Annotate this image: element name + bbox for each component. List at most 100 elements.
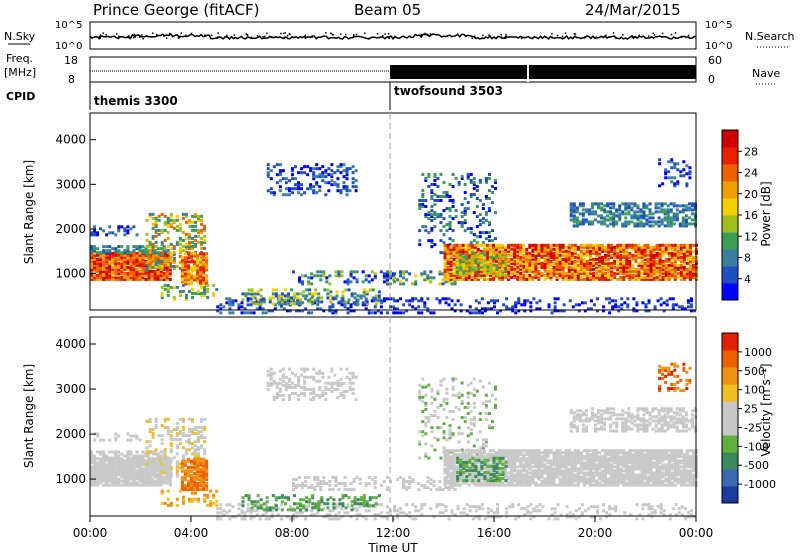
heatmap-cell	[604, 247, 608, 251]
heatmap-cell	[549, 263, 553, 267]
heatmap-cell	[693, 202, 697, 206]
heatmap-cell	[534, 273, 538, 277]
heatmap-cell	[324, 171, 328, 175]
heatmap-cell	[96, 265, 100, 269]
heatmap-cell	[549, 251, 553, 255]
heatmap-cell	[534, 259, 538, 263]
heatmap-cell	[610, 265, 614, 269]
heatmap-cell	[175, 474, 179, 478]
heatmap-cell	[275, 163, 279, 167]
heatmap-cell	[459, 271, 463, 275]
heatmap-cell	[156, 273, 160, 277]
heatmap-cell	[586, 307, 590, 311]
heatmap-cell	[180, 276, 184, 280]
heatmap-cell	[196, 258, 200, 262]
heatmap-cell	[197, 228, 201, 232]
heatmap-cell	[114, 257, 118, 261]
heatmap-cell	[317, 296, 321, 300]
heatmap-cell	[471, 261, 475, 265]
heatmap-cell	[484, 231, 488, 235]
heatmap-cell	[485, 277, 489, 281]
heatmap-cell	[423, 278, 427, 282]
heatmap-cell	[96, 481, 100, 485]
heatmap-cell	[581, 208, 585, 212]
heatmap-cell	[102, 275, 106, 279]
heatmap-cell	[186, 268, 190, 272]
heatmap-cell	[615, 210, 619, 214]
heatmap-cell	[141, 477, 145, 481]
heatmap-cell	[187, 220, 191, 224]
heatmap-cell	[430, 197, 434, 201]
heatmap-cell	[169, 214, 173, 218]
heatmap-cell	[181, 419, 185, 423]
heatmap-cell	[321, 375, 325, 379]
heatmap-cell	[244, 292, 248, 296]
heatmap-cell	[202, 266, 206, 270]
heatmap-cell	[646, 247, 650, 251]
heatmap-cell	[610, 253, 614, 257]
heatmap-cell	[186, 252, 190, 256]
heatmap-cell	[151, 468, 155, 472]
heatmap-cell	[459, 267, 463, 271]
heatmap-cell	[652, 247, 656, 251]
heatmap-cell	[567, 243, 571, 247]
heatmap-cell	[240, 517, 244, 521]
heatmap-cell	[678, 204, 682, 208]
heatmap-cell	[303, 171, 307, 175]
heatmap-cell	[673, 275, 677, 279]
heatmap-cell	[362, 498, 366, 502]
heatmap-cell	[396, 307, 400, 311]
heatmap-cell	[579, 243, 583, 247]
heatmap-cell	[385, 280, 389, 284]
heatmap-cell	[487, 207, 491, 211]
heatmap-cell	[343, 303, 347, 307]
heatmap-cell	[333, 181, 337, 185]
heatmap-cell	[346, 282, 350, 286]
heatmap-cell	[443, 261, 447, 265]
heatmap-cell	[402, 479, 406, 483]
heatmap-cell	[528, 243, 532, 247]
heatmap-cell	[549, 261, 553, 265]
heatmap-cell	[666, 210, 670, 214]
heatmap-cell	[575, 206, 579, 210]
heatmap-cell	[299, 292, 303, 296]
heatmap-cell	[486, 307, 490, 311]
heatmap-cell	[540, 243, 544, 247]
heatmap-cell	[399, 274, 403, 278]
heatmap-cell	[367, 311, 371, 315]
heatmap-cell	[342, 175, 346, 179]
heatmap-cell	[150, 275, 154, 279]
heatmap-cell	[286, 296, 290, 300]
heatmap-cell	[141, 251, 145, 255]
heatmap-cell	[354, 179, 358, 183]
heatmap-cell	[634, 277, 638, 281]
heatmap-cell	[114, 251, 118, 255]
heatmap-cell	[145, 419, 149, 423]
heatmap-cell	[478, 180, 482, 184]
heatmap-cell	[689, 303, 693, 307]
heatmap-cell	[268, 506, 272, 510]
heatmap-cell	[679, 243, 683, 247]
heatmap-cell	[634, 269, 638, 273]
heatmap-cell	[168, 269, 172, 273]
heatmap-cell	[673, 164, 677, 168]
heatmap-cell	[93, 255, 97, 259]
heatmap-cell	[359, 502, 363, 506]
heatmap-cell	[469, 180, 473, 184]
heatmap-cell	[373, 274, 377, 278]
heatmap-cell	[150, 269, 154, 273]
heatmap-cell	[491, 271, 495, 275]
heatmap-cell	[117, 471, 121, 475]
heatmap-cell	[163, 220, 167, 224]
heatmap-cell	[284, 383, 288, 387]
heatmap-cell	[330, 369, 334, 373]
heatmap-cell	[93, 233, 97, 237]
heatmap-cell	[676, 243, 680, 247]
heatmap-cell	[472, 233, 476, 237]
heatmap-cell	[433, 203, 437, 207]
heatmap-cell	[320, 300, 324, 304]
heatmap-cell	[382, 297, 386, 301]
heatmap-cell	[355, 270, 359, 274]
heatmap-cell	[329, 294, 333, 298]
nsearch-point	[156, 33, 158, 36]
